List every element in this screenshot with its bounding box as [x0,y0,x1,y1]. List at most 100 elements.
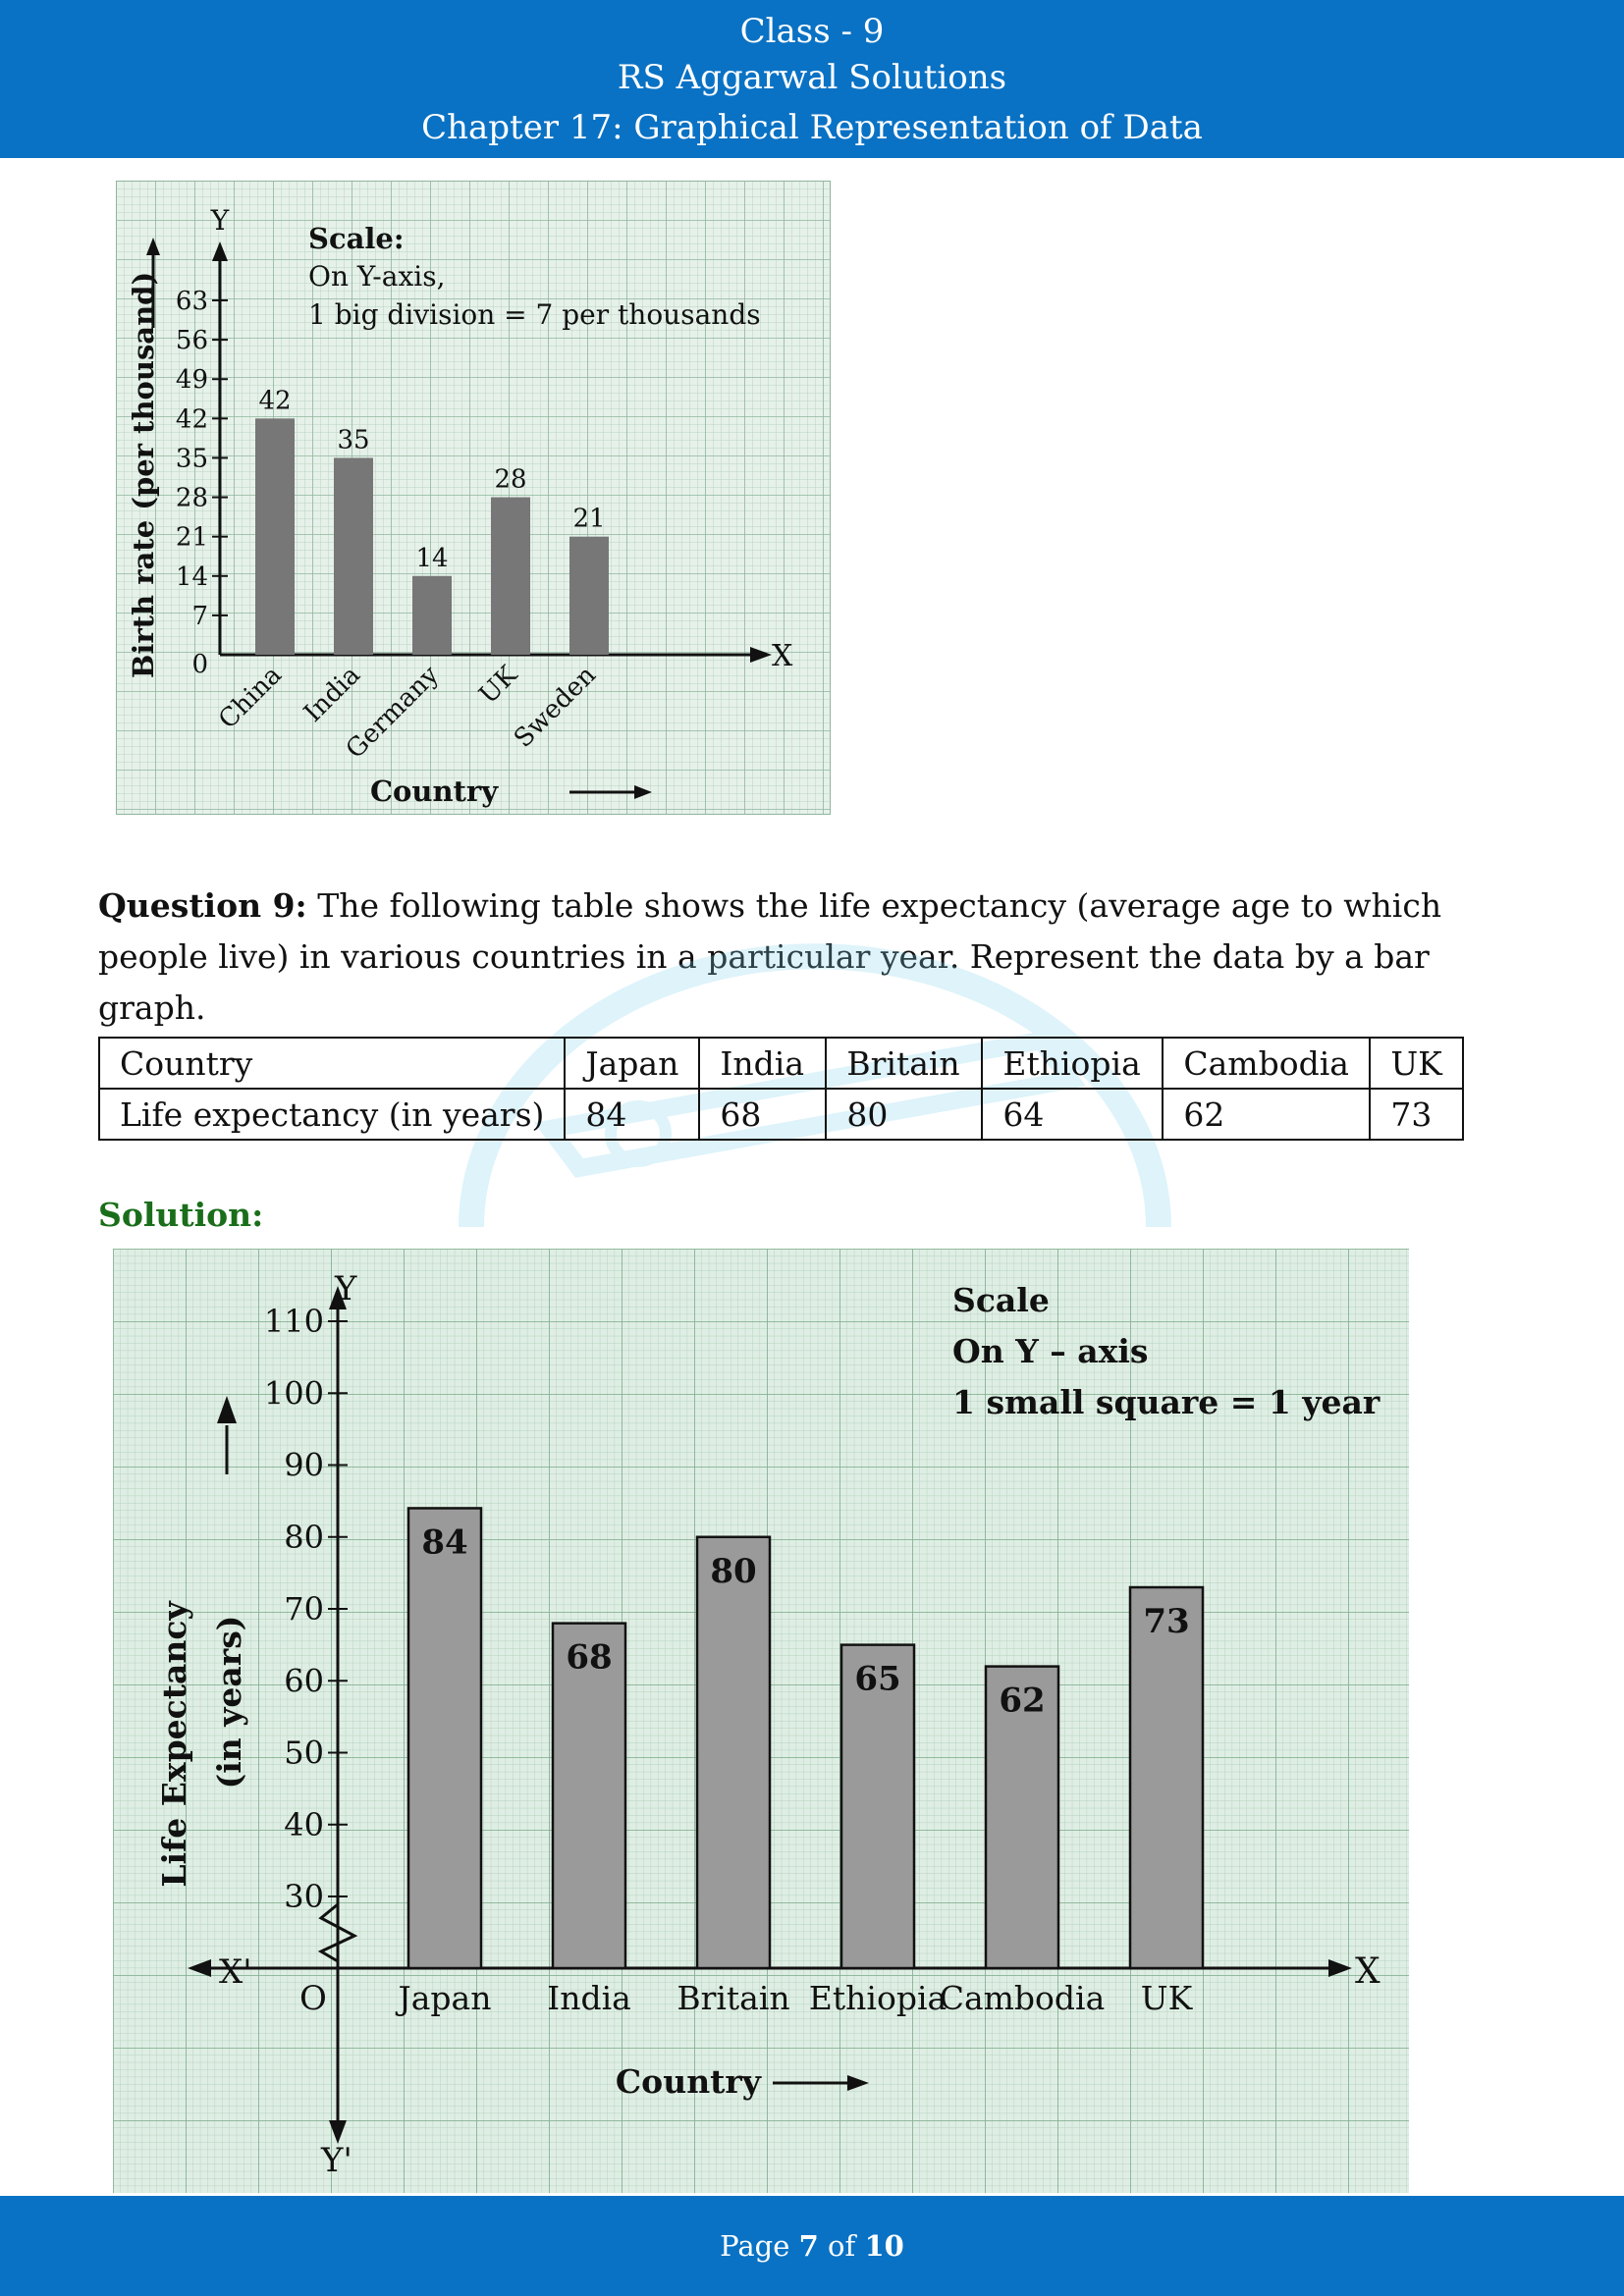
scale-title: Scale [952,1281,1050,1319]
y-tick-label: 56 [176,326,208,355]
table-header-row: Country Japan India Britain Ethiopia Cam… [97,1037,1464,1090]
y-axis-letter: Y [210,204,230,237]
bar-value-label: 68 [566,1638,612,1678]
bar-uk [1128,1585,1205,1970]
y-axis-title-1: Life Expectancy [155,1601,193,1888]
y-axis-arrow [212,241,228,261]
bar-sweden [569,536,609,655]
scale-line-2: 1 small square = 1 year [952,1383,1380,1421]
table-cell: 80 [825,1088,984,1141]
bar-germany [412,575,452,655]
y-tick-label: 14 [176,562,208,592]
table-cell: Ethiopia [981,1037,1164,1090]
x-axis-title: Country [616,2062,762,2101]
table-cell: 68 [698,1088,828,1141]
y-tick-label: 49 [176,365,208,395]
x-tick-label: Japan [396,1979,492,2017]
bar-value-label: 14 [415,544,448,573]
y-tick-label: 50 [284,1735,324,1772]
header-class: Class - 9 [739,12,885,51]
x-axis-letter: X [772,639,793,673]
x-tick-label: UK [1141,1979,1194,2017]
bar-britain [695,1535,772,1970]
x-axis-title: Country [370,774,499,808]
bar-value-label: 28 [494,465,526,495]
x-title-arrow-head [847,2075,869,2091]
scale-line-1: On Y – axis [952,1332,1148,1370]
y-tick-label: 21 [176,523,208,553]
y-axis-letter: Y [334,1269,357,1308]
bar-value-label: 65 [854,1660,900,1699]
bar-value-label: 73 [1143,1602,1189,1641]
bar-india [551,1622,627,1970]
x-tick-label: Britain [677,1979,789,2017]
y-tick-label: 30 [284,1878,324,1915]
y-neg-letter: Y' [320,2141,352,2180]
bar-india [334,457,373,655]
x-tick-label: Cambodia [940,1979,1106,2017]
footer-page-total: 10 [864,2229,904,2263]
bar-ethiopia [839,1643,916,1970]
y-axis-arrow [329,1286,347,1309]
axis-break [317,1902,358,1963]
x-neg-letter: X' [219,1952,252,1992]
bar-value-label: 42 [258,386,291,415]
origin-label: O [299,1979,327,2018]
y-title-arrow-head [146,238,160,255]
bar-value-label: 35 [337,425,369,454]
x-tick-label: Ethiopia [809,1979,947,2017]
question-label: Question 9: [98,886,307,925]
question-text: The following table shows the life expec… [98,886,1442,1027]
x-title-arrow-head [634,785,652,799]
bar-china [255,418,295,655]
y-tick-label: 28 [176,484,208,513]
question-9: Question 9: The following table shows th… [98,881,1532,1034]
scale-title: Scale: [308,222,405,255]
table-cell: Japan [564,1037,701,1090]
y-axis-title-2: (in years) [210,1616,248,1789]
x-axis-arrow [1328,1959,1352,1977]
bar-japan [406,1507,483,1970]
y-tick-label: 63 [176,287,208,316]
y-tick-label: 0 [191,650,208,679]
y-tick-label: 42 [176,404,208,434]
life-expectancy-chart: 30 40 50 60 70 80 90 100 110 84 Japan 68 India 80 Bri… [113,1249,1409,2193]
y-neg-arrow [329,2120,347,2144]
y-tick-label: 35 [176,444,208,473]
y-tick-label: 110 [264,1303,324,1340]
bar-value-label: 84 [421,1522,467,1562]
header-chapter: Chapter 17: Graphical Representation of … [421,108,1203,147]
x-tick-label: India [547,1979,631,2017]
solution-label: Solution: [98,1196,264,1234]
scale-line-1: On Y-axis, [308,260,445,293]
footer-of-word: of [828,2229,856,2263]
bar-value-label: 21 [572,505,605,534]
table-cell: 84 [564,1088,701,1141]
birth-rate-chart: 0 7 14 21 28 35 42 49 56 63 42 China 35 India 14 Germa… [116,181,831,815]
header-book: RS Aggarwal Solutions [617,58,1007,97]
page-header: Class - 9 RS Aggarwal Solutions Chapter … [0,0,1624,158]
footer-page-word: Page [720,2229,790,2263]
table-cell: Britain [825,1037,984,1090]
x-axis-letter: X [1355,1951,1380,1992]
bar-value-label: 62 [999,1682,1045,1721]
x-neg-arrow [188,1959,211,1977]
table-cell: Cambodia [1162,1037,1372,1090]
y-tick-label: 7 [191,602,208,631]
table-cell: UK [1369,1037,1464,1090]
table-cell: Country [97,1037,567,1090]
y-tick-label: 80 [284,1519,324,1556]
bar-uk [491,497,530,655]
y-tick-label: 40 [284,1806,324,1843]
scale-line-2: 1 big division = 7 per thousands [308,298,761,331]
y-axis-title: Birth rate (per thousand) [127,272,160,678]
page-footer: Page 7 of 10 [0,2196,1624,2296]
bar-value-label: 80 [710,1552,756,1591]
y-tick-label: 70 [284,1590,324,1628]
x-axis-arrow [750,647,772,663]
table-cell: 73 [1369,1088,1464,1141]
y-tick-label: 60 [284,1662,324,1699]
y-tick-label: 100 [264,1374,324,1412]
table-cell: 62 [1162,1088,1372,1141]
y-title-arrow-head [217,1396,237,1423]
